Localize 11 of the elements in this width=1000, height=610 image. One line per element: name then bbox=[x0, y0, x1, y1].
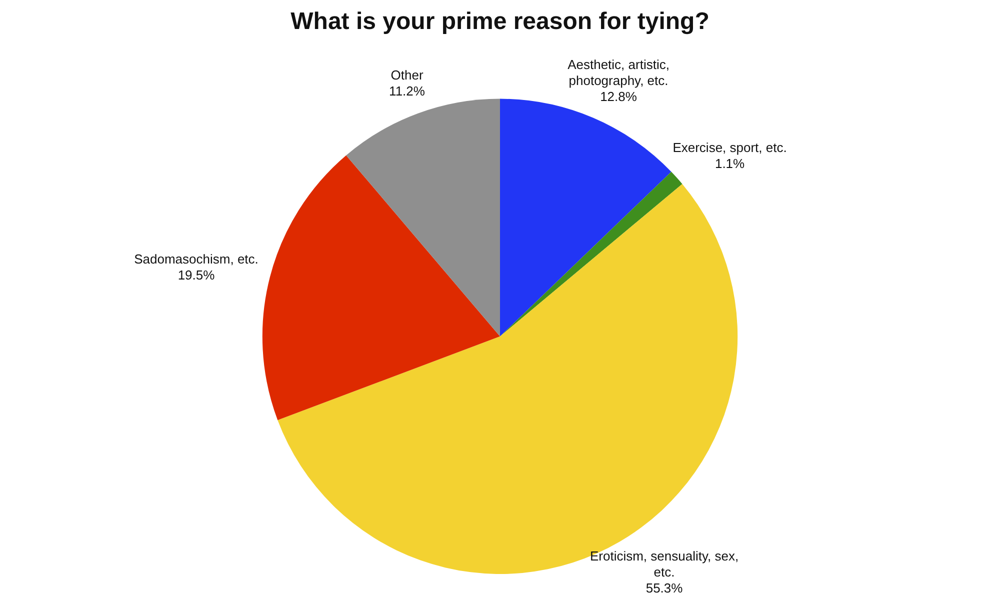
data-label: 11.2% bbox=[389, 83, 426, 98]
slice-label: Eroticism, sensuality, sex, etc. bbox=[590, 548, 739, 580]
slice-label: Aesthetic, artistic, photography, etc. bbox=[568, 56, 670, 88]
slice-label: Exercise, sport, etc. bbox=[672, 140, 787, 155]
data-label: 12.8% bbox=[600, 88, 638, 104]
chart-title: What is your prime reason for tying? bbox=[290, 8, 710, 36]
slice-label: Sadomasochism, etc. bbox=[134, 251, 258, 266]
data-label: 55.3% bbox=[646, 580, 684, 596]
slice-label: Other bbox=[390, 67, 424, 82]
data-label: 19.5% bbox=[178, 267, 216, 282]
data-label: 1.1% bbox=[714, 156, 746, 171]
